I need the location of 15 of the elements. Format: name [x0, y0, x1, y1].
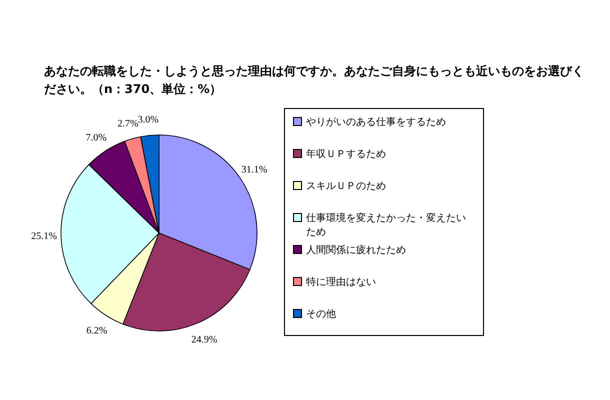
data-label: 6.2% [86, 326, 108, 337]
data-label: 3.0% [138, 114, 159, 126]
data-label: 25.1% [31, 230, 57, 242]
legend-label: 人間関係に疲れたため [306, 244, 406, 257]
data-label: 24.9% [191, 334, 218, 346]
legend-label: スキルＵＰのため [306, 180, 386, 193]
chart-title: あなたの転職をした・しようと思った理由は何ですか。あなたご自身にもっとも近いものをお選びください。（n：370、単位：%） [44, 63, 584, 98]
data-label: 31.1% [241, 164, 268, 176]
legend-label: 特に理由はない [306, 276, 376, 289]
legend-label: その他 [306, 308, 336, 321]
data-label: 2.7% [118, 118, 138, 130]
legend-label: 仕事環境を変えたかった・変えたいため [306, 212, 467, 239]
data-label: 7.0% [86, 132, 107, 144]
legend-label: 年収ＵＰするため [306, 148, 386, 161]
legend-label: やりがいのある仕事をするため [306, 116, 446, 129]
